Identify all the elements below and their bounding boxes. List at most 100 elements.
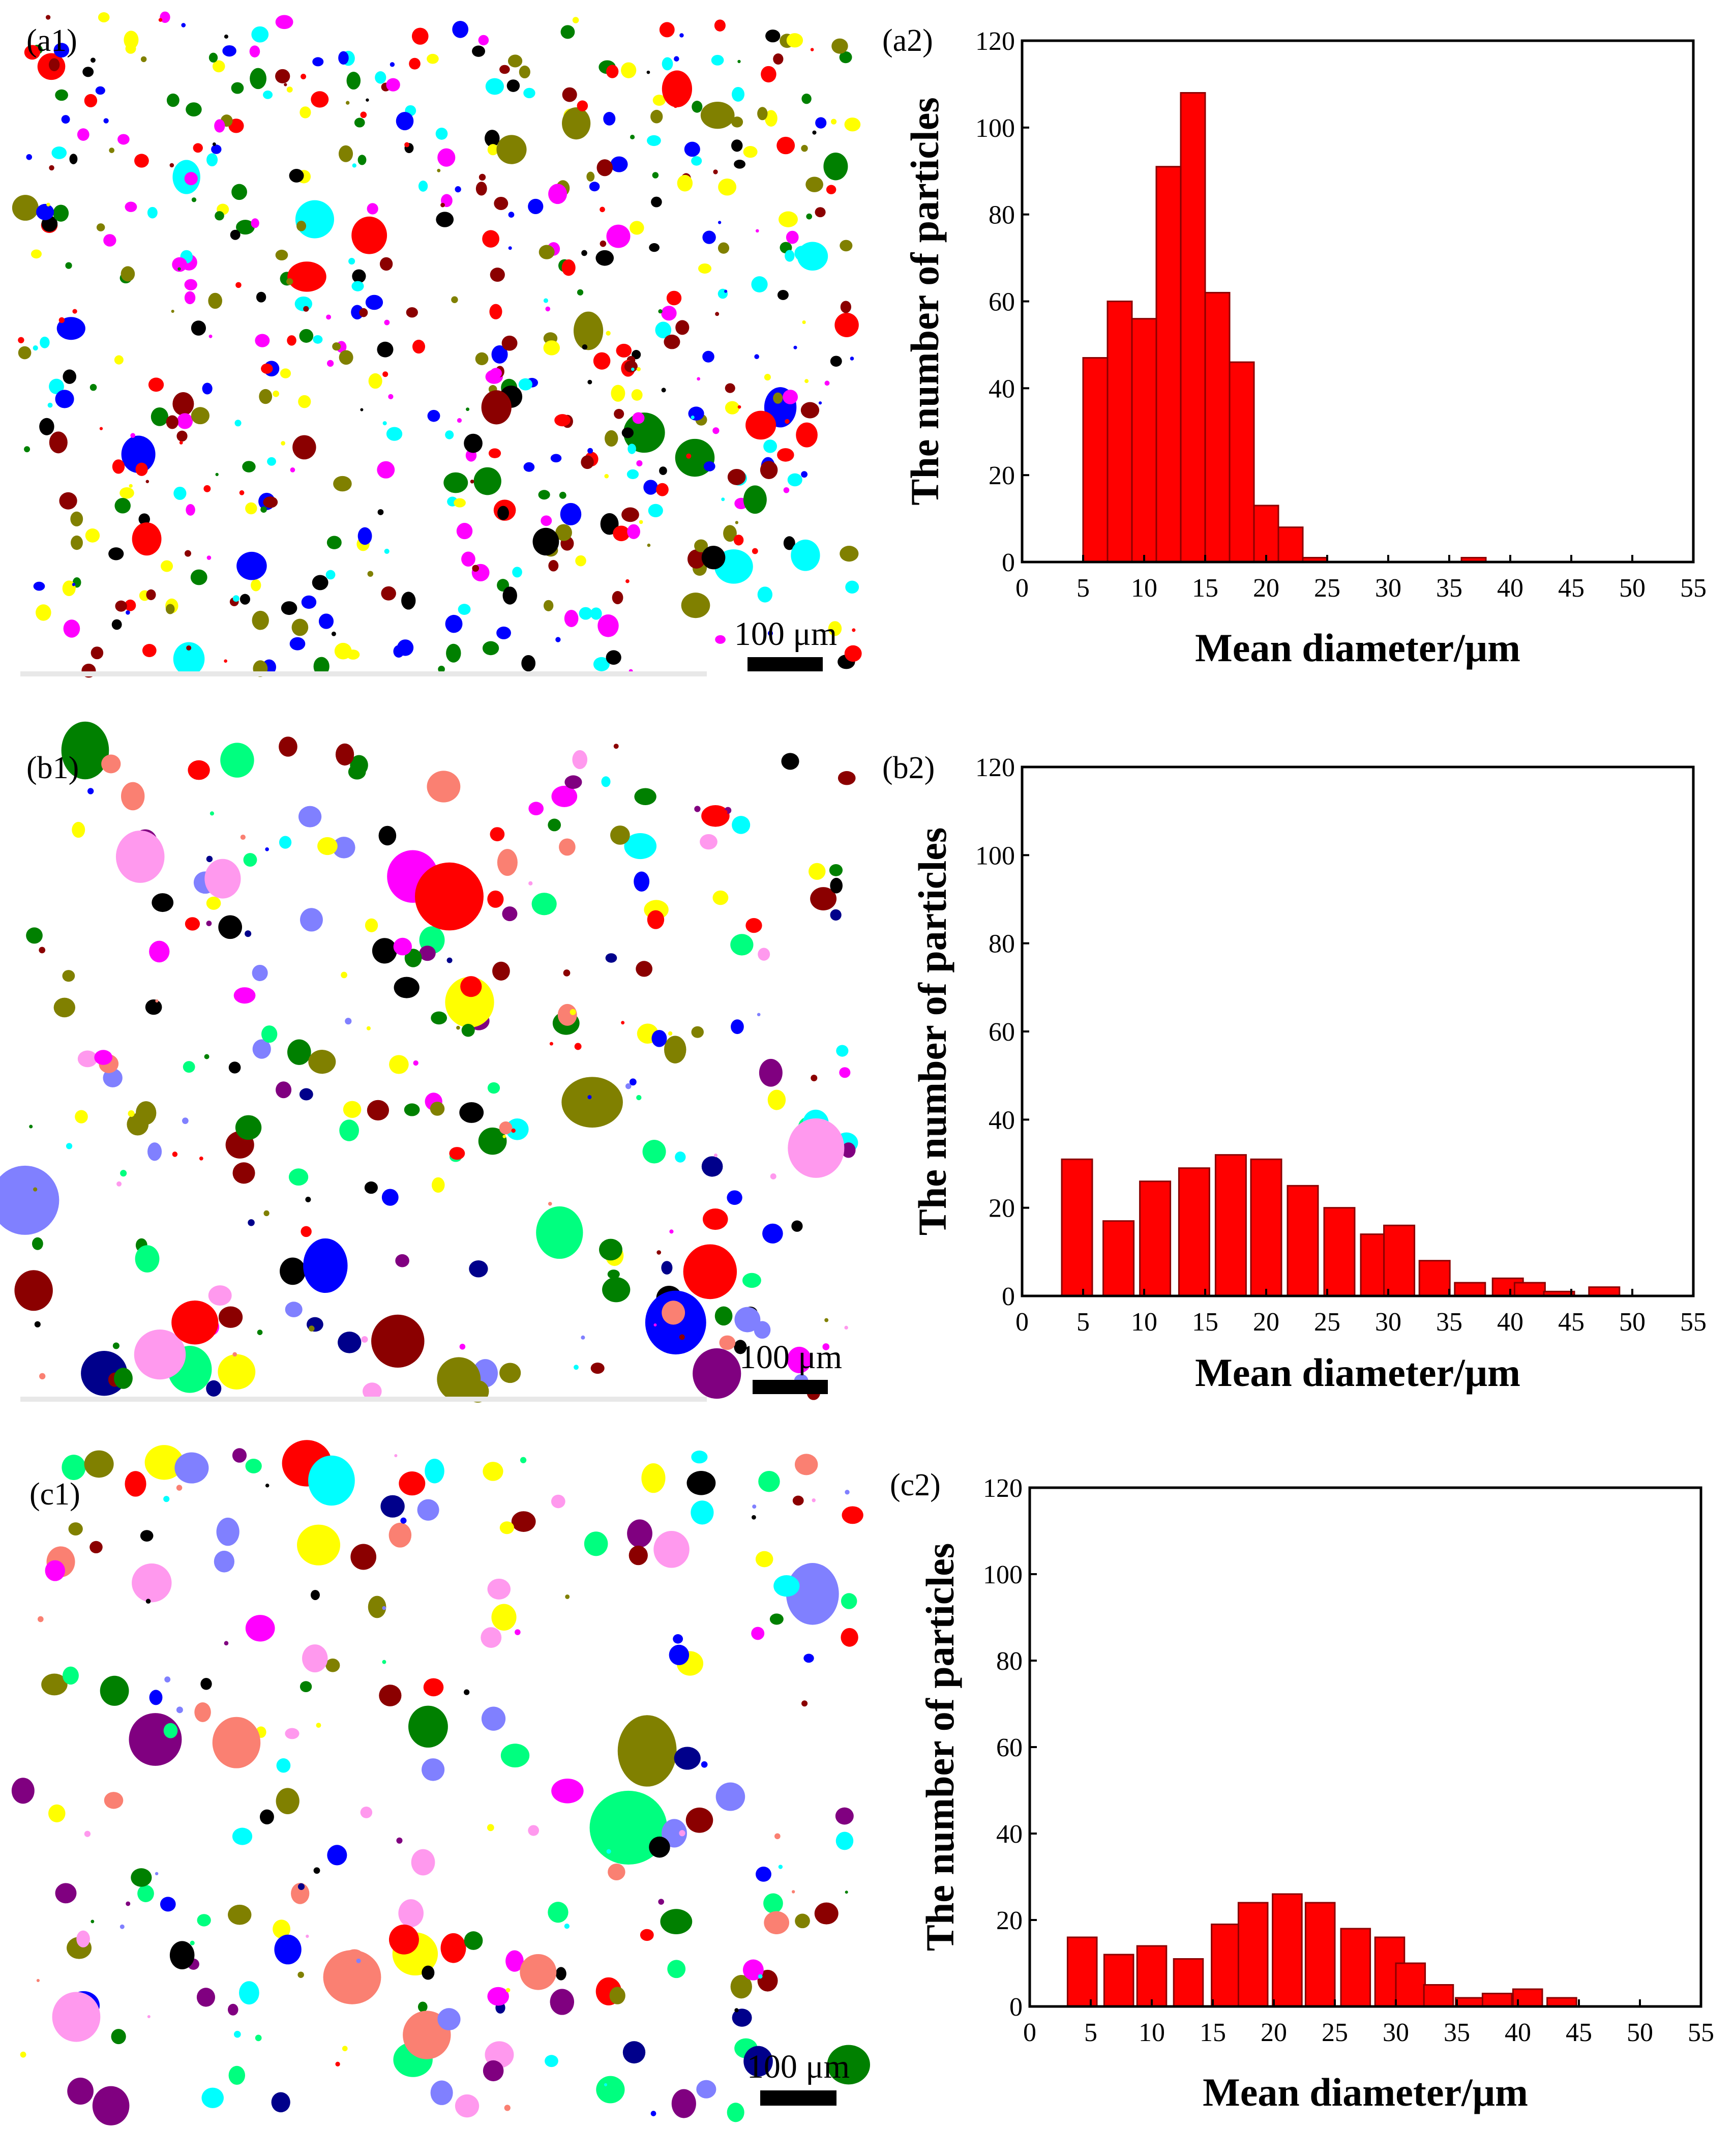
particle (445, 614, 463, 633)
particle (810, 887, 837, 910)
small-particle (147, 2015, 151, 2019)
small-particle (721, 497, 725, 501)
particle (731, 86, 745, 102)
particle (379, 257, 393, 271)
particle (53, 43, 69, 58)
particle (82, 67, 94, 77)
x-tick-label: 0 (1015, 1308, 1029, 1337)
particle (687, 549, 706, 569)
small-particle (713, 1153, 718, 1158)
x-tick-label: 35 (1436, 1308, 1462, 1337)
particle (511, 1511, 536, 1532)
particle (627, 444, 636, 454)
particle (677, 174, 693, 192)
particle (714, 19, 726, 32)
particle (311, 91, 329, 108)
particle (491, 345, 508, 364)
small-particle (413, 1060, 418, 1066)
panel-label-a1: (a1) (26, 23, 77, 58)
particle (326, 536, 342, 549)
y-tick-label: 60 (989, 1018, 1015, 1047)
particle (41, 1673, 68, 1696)
histogram-bar (1250, 1158, 1282, 1297)
particle (222, 45, 236, 57)
particle (245, 1615, 275, 1642)
particle (364, 1181, 378, 1194)
particle (589, 182, 600, 192)
particle (359, 308, 368, 317)
particle (350, 1544, 377, 1570)
small-particle (565, 1594, 570, 1599)
small-particle (260, 506, 267, 513)
particle (273, 1919, 290, 1939)
particle (783, 390, 798, 404)
small-particle (308, 1325, 315, 1332)
particle (184, 279, 197, 290)
particle (52, 1992, 101, 2042)
particle (767, 1089, 786, 1110)
particle (346, 72, 361, 90)
small-particle (20, 2051, 26, 2058)
particle (673, 1634, 683, 1644)
small-particle (126, 610, 130, 615)
histogram-bar (1155, 166, 1182, 563)
particle (528, 198, 544, 214)
x-tick-label: 20 (1253, 1308, 1279, 1337)
particle (417, 2001, 428, 2013)
x-tick-label: 30 (1375, 1308, 1401, 1337)
small-particle (845, 1490, 850, 1495)
particle (675, 320, 690, 335)
small-particle (164, 1676, 171, 1682)
particle (482, 641, 499, 656)
small-particle (172, 1151, 178, 1157)
particle (271, 2092, 290, 2113)
small-particle (767, 631, 773, 636)
particle (500, 1744, 530, 1767)
particle (667, 1960, 686, 1978)
particle (634, 788, 656, 806)
small-particle (89, 383, 97, 391)
particle (496, 626, 511, 639)
particle (732, 2009, 752, 2027)
scale-bar-label-a1: 100 μm (734, 615, 837, 653)
small-particle (674, 56, 679, 62)
particle (267, 457, 276, 466)
small-particle (404, 142, 410, 147)
particle (779, 211, 798, 227)
particle (829, 864, 843, 876)
small-particle (91, 1919, 95, 1924)
particle (694, 539, 708, 552)
particle (437, 2008, 461, 2030)
x-tick-label: 20 (1253, 574, 1279, 603)
small-particle (752, 1504, 757, 1509)
particle (702, 1208, 728, 1230)
histogram-a2: (a2) 0 5 10 15 20 25 30 35 40 45 50 55 0 20 40 60 80 100 1… (882, 23, 1707, 670)
small-particle (679, 33, 684, 38)
particle (135, 462, 148, 476)
small-particle (215, 472, 219, 477)
x-tick-label: 5 (1077, 574, 1090, 603)
x-tick-label: 15 (1200, 2018, 1226, 2047)
particle (651, 1030, 667, 1047)
small-particle (360, 408, 364, 411)
x-tick-label: 50 (1619, 1308, 1646, 1337)
particle (815, 117, 827, 129)
particle (276, 1081, 292, 1099)
particle (725, 383, 735, 393)
particle (231, 184, 247, 200)
small-particle (360, 111, 367, 119)
histogram-bar (1481, 1993, 1513, 2007)
particle (773, 53, 784, 65)
particle (487, 890, 504, 908)
small-particle (36, 1978, 40, 1983)
particle (220, 743, 254, 778)
particle (536, 1206, 583, 1259)
scale-bar-label-b1: 100 μm (739, 1339, 842, 1376)
small-particle (66, 1143, 73, 1149)
particle (425, 1459, 444, 1484)
particle (490, 268, 505, 282)
small-particle (555, 637, 561, 642)
histogram-c2: (c2) 0 5 10 15 20 25 30 35 40 45 50 55 0 20 40 60 80 100 1… (890, 1468, 1714, 2114)
particle (280, 368, 291, 378)
particle (756, 1867, 771, 1882)
